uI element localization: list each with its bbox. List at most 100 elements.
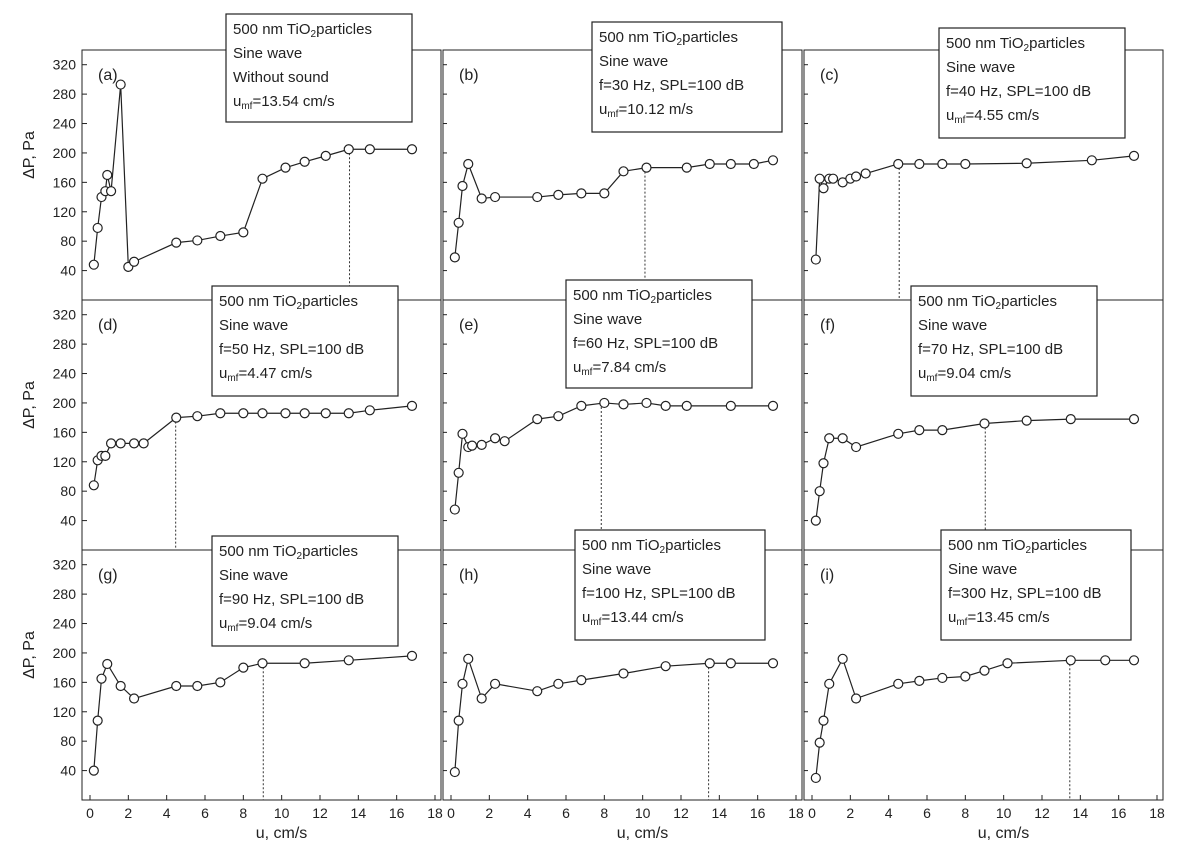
- data-point: [320, 408, 331, 419]
- annotation-line: Sine wave: [233, 45, 302, 62]
- x-tick-label: 4: [163, 805, 171, 821]
- y-tick-label: 120: [53, 704, 77, 720]
- annotation-frame: [225, 13, 413, 123]
- data-point: [937, 158, 948, 170]
- annotation-line: Sine wave: [948, 561, 1017, 578]
- data-point: [192, 680, 203, 692]
- annotation-line: umf=7.84 cm/s: [573, 359, 666, 378]
- data-point: [704, 158, 715, 170]
- annotation-frame: [591, 21, 783, 133]
- annotation-line: f=300 Hz, SPL=100 dB: [948, 585, 1101, 602]
- data-point: [960, 158, 971, 170]
- data-point: [576, 400, 587, 411]
- data-point: [1065, 655, 1076, 666]
- annotation-frame: [211, 285, 399, 397]
- x-tick-label: 16: [1111, 805, 1127, 821]
- annotation-box: 500 nm TiO2particles Sine wave f=40 Hz, SP…: [938, 27, 1126, 139]
- data-point: [979, 665, 990, 676]
- data-point: [599, 188, 610, 199]
- panel-label: (g): [98, 567, 118, 584]
- data-point: [532, 191, 543, 203]
- annotation-line: Without sound: [233, 69, 329, 86]
- data-point: [320, 150, 331, 161]
- annotation-line: f=70 Hz, SPL=100 dB: [918, 341, 1063, 358]
- data-point: [814, 486, 825, 497]
- data-point: [1128, 150, 1140, 161]
- x-tick-label: 12: [673, 805, 689, 821]
- panel-label: (i): [820, 567, 834, 584]
- x-tick-label: 6: [562, 805, 570, 821]
- x-tick-label: 10: [996, 805, 1012, 821]
- annotation-frame: [938, 27, 1126, 139]
- x-tick-label: 0: [86, 805, 94, 821]
- x-tick-label: 14: [712, 805, 728, 821]
- chart-panel-e: (e) 500 nm TiO2particles Sine wave f=60 Hz,…: [442, 279, 803, 551]
- annotation-frame: [910, 285, 1098, 397]
- data-point: [476, 193, 487, 204]
- y-tick-label: 40: [60, 263, 76, 279]
- annotation-line: 500 nm TiO2particles: [219, 543, 358, 562]
- data-point: [1128, 414, 1140, 425]
- chart-panel-h: 0 2 4 6 8 10 12 14 16 18 u, cm/s (h) 500 nm TiO2part…: [442, 529, 804, 842]
- x-tick-label: 8: [961, 805, 969, 821]
- data-point: [824, 433, 835, 444]
- data-point: [105, 438, 117, 449]
- y-axis-label: ΔP, Pa: [21, 631, 38, 679]
- data-point: [767, 155, 779, 166]
- y-tick-label: 80: [60, 733, 76, 749]
- data-point: [818, 183, 829, 194]
- panel-label: (b): [459, 67, 479, 84]
- y-axis-label: ΔP, Pa: [21, 381, 38, 429]
- data-point: [364, 405, 375, 416]
- series-line: [454, 656, 773, 773]
- data-point: [238, 227, 249, 238]
- data-point: [814, 173, 825, 184]
- data-point: [576, 675, 587, 686]
- data-point: [299, 156, 310, 167]
- y-tick-label: 40: [60, 763, 76, 779]
- data-point: [850, 693, 862, 704]
- data-point: [499, 436, 510, 447]
- annotation-box: 500 nm TiO2particles Sine wave f=60 Hz, SP…: [565, 279, 753, 389]
- data-point: [457, 180, 468, 192]
- data-point: [299, 658, 310, 669]
- annotation-line: umf=13.54 cm/s: [233, 93, 335, 112]
- data-point: [850, 441, 862, 453]
- data-point: [489, 191, 501, 203]
- annotation-line: Sine wave: [599, 53, 668, 70]
- data-point: [102, 658, 113, 670]
- panel-label: (e): [459, 317, 479, 334]
- data-point: [1100, 655, 1111, 666]
- annotation-line: f=60 Hz, SPL=100 dB: [573, 335, 718, 352]
- y-tick-label: 280: [53, 586, 77, 602]
- annotation-box: 500 nm TiO2particles Sine wave f=100 Hz, S…: [574, 529, 766, 641]
- x-axis-label: u, cm/s: [617, 825, 669, 842]
- y-tick-label: 160: [53, 174, 77, 190]
- x-tick-label: 16: [389, 805, 405, 821]
- data-point: [115, 680, 126, 692]
- data-point: [280, 162, 291, 173]
- annotation-line: 500 nm TiO2particles: [948, 537, 1087, 556]
- y-tick-label: 200: [53, 645, 77, 661]
- data-point: [171, 412, 182, 423]
- annotation-box: 500 nm TiO2particles Sine wave f=90 Hz, SP…: [211, 535, 399, 647]
- annotation-frame: [211, 535, 399, 647]
- data-point: [453, 467, 464, 478]
- data-point: [257, 408, 268, 419]
- data-point: [937, 672, 948, 684]
- annotation-line: umf=4.55 cm/s: [946, 107, 1039, 126]
- panel-label: (h): [459, 567, 479, 584]
- chart-panel-f: (f) 500 nm TiO2particles Sine wave f=70 Hz,…: [803, 285, 1164, 551]
- data-point: [171, 680, 182, 692]
- data-point: [660, 400, 671, 411]
- data-point: [893, 678, 904, 689]
- data-point: [96, 673, 107, 684]
- x-tick-label: 4: [524, 805, 532, 821]
- y-tick-label: 200: [53, 395, 77, 411]
- data-point: [457, 678, 468, 689]
- annotation-line: f=90 Hz, SPL=100 dB: [219, 591, 364, 608]
- annotation-line: umf=13.45 cm/s: [948, 609, 1050, 628]
- annotation-line: Sine wave: [573, 311, 642, 328]
- x-tick-label: 18: [427, 805, 443, 821]
- data-point: [215, 408, 226, 419]
